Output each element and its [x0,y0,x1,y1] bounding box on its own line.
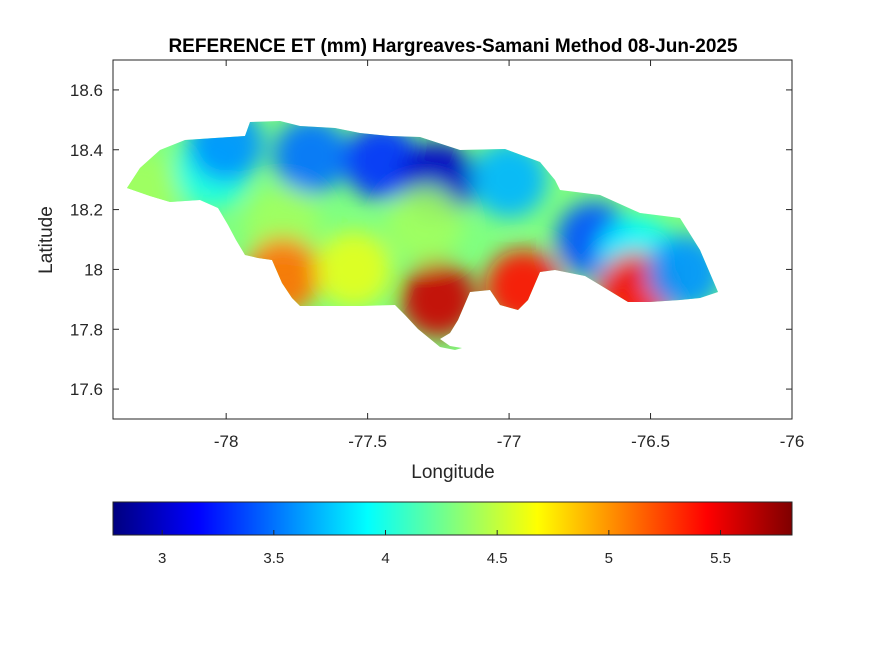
region-value-11 [400,261,477,338]
region-value-3 [273,121,350,194]
region-value-8 [386,186,463,263]
x-tick-label-3: -76.5 [631,432,670,451]
colorbar: 3 3.5 4 4.5 5 5.5 [112,501,793,567]
x-tick-label-2: -77 [497,432,522,451]
y-tick-label-5: 18.6 [70,81,103,100]
colorbar-gradient [112,501,793,536]
plot-area: -78 -77.5 -77 -76.5 -76 17.6 17.8 18 18.2 18.4 18.… [70,59,805,451]
y-tick-label-2: 18 [84,260,103,279]
y-axis-label: Latitude [36,206,57,274]
y-tick-label-4: 18.4 [70,141,103,160]
x-tick-label-1: -77.5 [348,432,387,451]
x-tick-label-0: -78 [214,432,239,451]
colorbar-tick-label-5: 5.5 [710,550,731,567]
y-tick-label-0: 17.6 [70,380,103,399]
region-value-10 [315,231,392,308]
y-tick-label-1: 17.8 [70,320,103,339]
colorbar-tick-label-4: 5 [605,550,613,567]
colorbar-tick-label-0: 3 [158,550,166,567]
chart-title: REFERENCE ET (mm) Hargreaves-Samani Meth… [168,36,738,57]
colorbar-tick-label-1: 3.5 [263,550,284,567]
axes-frame [112,59,793,420]
colorbar-tick-label-2: 4 [381,550,389,567]
value-blobs [127,121,718,338]
y-tick-label-3: 18.2 [70,201,103,220]
region-value-6 [471,141,548,218]
colorbar-tick-label-3: 4.5 [487,550,508,567]
x-axis-label: Longitude [411,462,494,483]
x-tick-label-4: -76 [780,432,805,451]
